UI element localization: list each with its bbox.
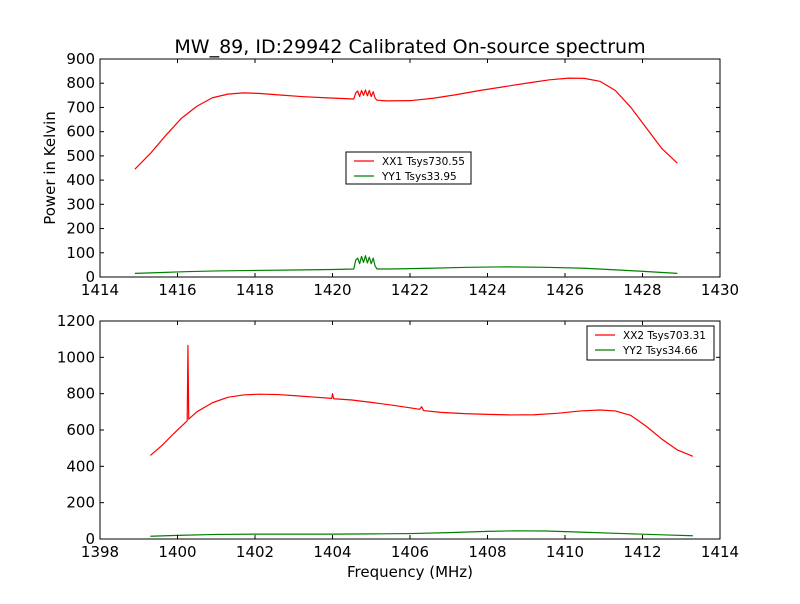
x-tick-label: 1408 [468, 543, 506, 561]
x-tick-label: 1398 [81, 543, 119, 561]
x-tick-label: 1426 [546, 281, 584, 299]
y-tick-label: 400 [66, 171, 95, 189]
x-tick-label: 1412 [623, 543, 661, 561]
series-line-yy [134, 255, 678, 274]
y-tick-label: 600 [66, 421, 95, 439]
y-tick-label: 600 [66, 123, 95, 141]
y-tick-label: 700 [66, 98, 95, 116]
legend-frame [586, 325, 715, 361]
y-tick-label: 500 [66, 147, 95, 165]
x-tick-label: 1428 [623, 281, 661, 299]
y-tick-label: 400 [66, 457, 95, 475]
x-tick-label: 1424 [468, 281, 506, 299]
x-tick-label: 1404 [313, 543, 351, 561]
x-tick-label: 1422 [391, 281, 429, 299]
y-tick-label: 0 [85, 530, 95, 548]
series-line-yy [150, 530, 693, 537]
series-line-xx [149, 344, 694, 457]
legend-label: XX1 Tsys730.55 [382, 156, 465, 168]
legend-label: XX2 Tsys703.31 [623, 330, 706, 342]
x-axis-label: Frequency (MHz) [347, 563, 473, 581]
y-axis-label: Power in Kelvin [41, 111, 59, 225]
legend: XX1 Tsys730.55 YY1 Tsys33.95 [345, 151, 472, 185]
x-tick-label: 1410 [546, 543, 584, 561]
x-tick-label: 1406 [391, 543, 429, 561]
legend: XX2 Tsys703.31 YY2 Tsys34.66 [586, 325, 715, 361]
top-panel: 1414 1416 1418 1420 1422 1424 1426 1428 1430 0 100… [41, 50, 739, 299]
y-tick-label: 200 [66, 494, 95, 512]
legend-label: YY1 Tsys33.95 [381, 171, 457, 183]
y-tick-label: 800 [66, 385, 95, 403]
y-tick-label: 1000 [57, 348, 95, 366]
x-tick-label: 1418 [236, 281, 274, 299]
y-tick-label: 100 [66, 244, 95, 262]
y-tick-label: 800 [66, 74, 95, 92]
legend-label: YY2 Tsys34.66 [622, 345, 698, 357]
x-tick-label: 1414 [81, 281, 119, 299]
chart-title: MW_89, ID:29942 Calibrated On-source spe… [174, 36, 645, 58]
x-tick-label: 1400 [158, 543, 196, 561]
y-tick-label: 0 [85, 268, 95, 286]
y-tick-label: 200 [66, 220, 95, 238]
series-line-xx [134, 77, 678, 170]
y-tick-label: 300 [66, 195, 95, 213]
x-tick-label: 1416 [158, 281, 196, 299]
bottom-panel: 1398 1400 1402 1404 1406 1408 1410 1412 1414 0 200… [57, 312, 739, 581]
x-tick-label: 1414 [701, 543, 739, 561]
x-tick-label: 1420 [313, 281, 351, 299]
legend-frame [345, 151, 472, 185]
y-tick-label: 900 [66, 50, 95, 68]
x-tick-label: 1402 [236, 543, 274, 561]
x-tick-label: 1430 [701, 281, 739, 299]
y-tick-label: 1200 [57, 312, 95, 330]
